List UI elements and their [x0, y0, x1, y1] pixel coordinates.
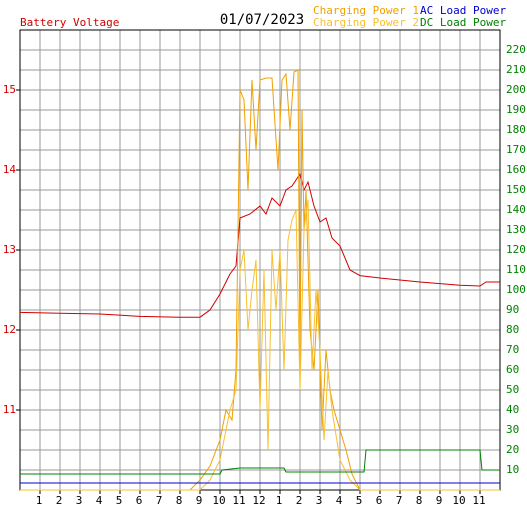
x-tick-label: 7 — [156, 494, 163, 507]
x-tick-label: 3 — [316, 494, 323, 507]
legend-label: DC Load Power — [420, 16, 506, 29]
x-tick-label: 12 — [252, 494, 265, 507]
x-tick-label: 3 — [76, 494, 83, 507]
chart-title: 01/07/2023 — [220, 12, 304, 28]
x-tick-label: 9 — [196, 494, 203, 507]
x-tick-label: 8 — [416, 494, 423, 507]
y2-tick-label: 180 — [506, 123, 526, 136]
x-tick-label: 10 — [452, 494, 465, 507]
y2-tick-label: 10 — [506, 463, 519, 476]
y2-tick-label: 220 — [506, 43, 526, 56]
legend-label: AC Load Power — [420, 4, 506, 17]
y-tick-label: 15 — [3, 83, 16, 96]
y2-tick-label: 130 — [506, 223, 526, 236]
legend-label: Charging Power 1 — [313, 4, 419, 17]
y2-tick-label: 170 — [506, 143, 526, 156]
y2-tick-label: 210 — [506, 63, 526, 76]
x-tick-label: 9 — [436, 494, 443, 507]
y2-tick-label: 160 — [506, 163, 526, 176]
series-line — [19, 172, 500, 318]
legend-label: Charging Power 2 — [313, 16, 419, 29]
y2-tick-label: 70 — [506, 343, 519, 356]
y2-tick-label: 40 — [506, 403, 519, 416]
y2-tick-label: 100 — [506, 283, 526, 296]
y-tick-label: 13 — [3, 243, 16, 256]
x-tick-label: 4 — [336, 494, 343, 507]
y2-tick-label: 60 — [506, 363, 519, 376]
y2-tick-label: 80 — [506, 323, 519, 336]
y-tick-label: 12 — [3, 323, 16, 336]
legend-label: Battery Voltage — [20, 16, 119, 29]
x-tick-label: 4 — [96, 494, 103, 507]
y2-tick-label: 20 — [506, 443, 519, 456]
y2-tick-label: 120 — [506, 243, 526, 256]
x-tick-label: 7 — [396, 494, 403, 507]
x-tick-label: 8 — [176, 494, 183, 507]
x-tick-label: 1 — [36, 494, 43, 507]
y2-tick-label: 110 — [506, 263, 526, 276]
y2-tick-label: 200 — [506, 83, 526, 96]
y-tick-label: 14 — [3, 163, 17, 176]
x-tick-label: 11 — [472, 494, 485, 507]
x-tick-label: 10 — [212, 494, 225, 507]
y2-tick-label: 150 — [506, 183, 526, 196]
series-line — [20, 199, 500, 491]
series-line — [20, 449, 500, 475]
x-tick-label: 6 — [376, 494, 383, 507]
y-tick-label: 11 — [3, 403, 16, 416]
y2-tick-label: 140 — [506, 203, 526, 216]
y2-tick-label: 190 — [506, 103, 526, 116]
x-tick-label: 2 — [296, 494, 303, 507]
x-tick-label: 6 — [136, 494, 143, 507]
y2-tick-label: 30 — [506, 423, 519, 436]
y2-tick-label: 90 — [506, 303, 519, 316]
x-tick-label: 1 — [276, 494, 283, 507]
x-tick-label: 5 — [116, 494, 123, 507]
x-tick-label: 11 — [232, 494, 245, 507]
x-tick-label: 2 — [56, 494, 63, 507]
x-tick-label: 5 — [356, 494, 363, 507]
y2-tick-label: 50 — [506, 383, 519, 396]
